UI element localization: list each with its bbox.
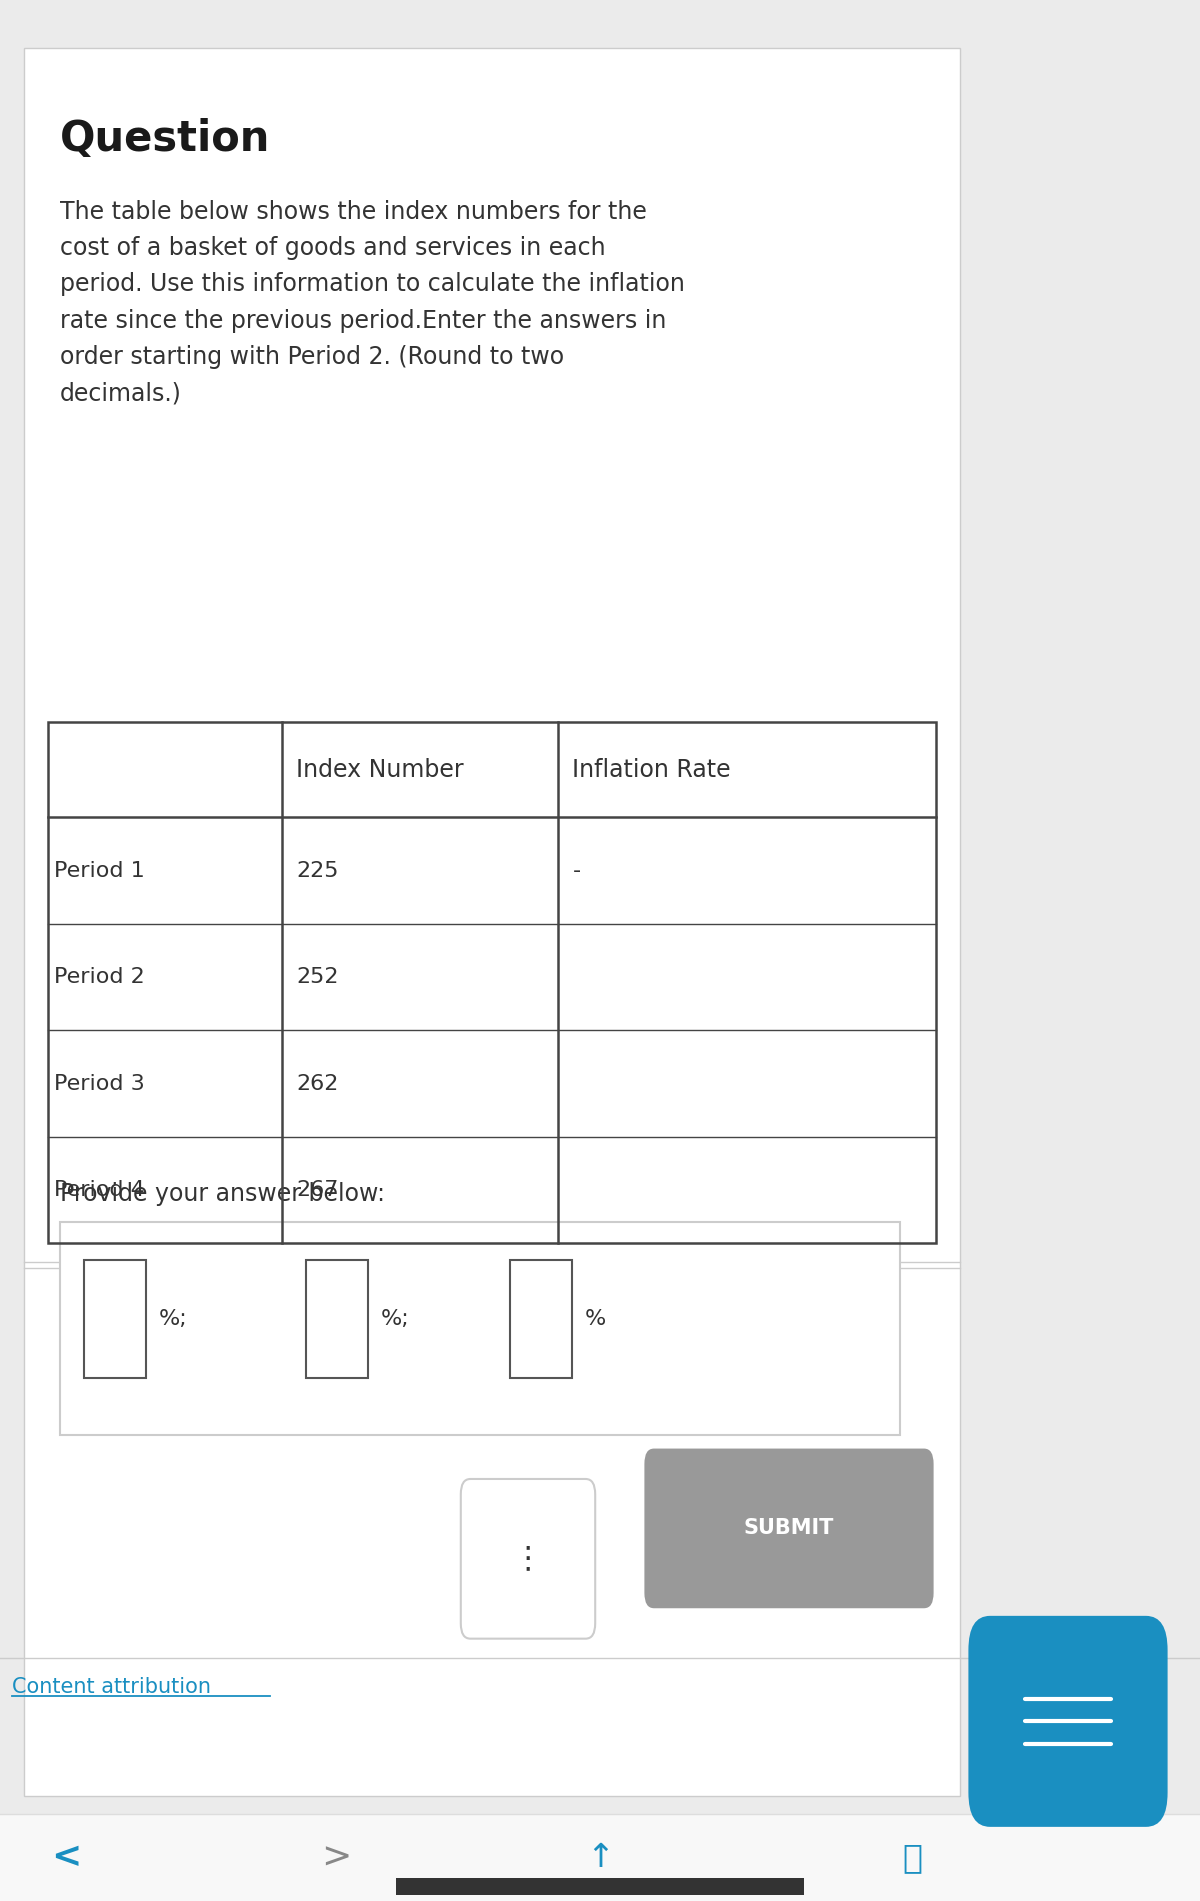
FancyBboxPatch shape (461, 1479, 595, 1639)
Text: Period 3: Period 3 (54, 1074, 145, 1093)
Text: %;: %; (158, 1310, 187, 1329)
Text: Question: Question (60, 118, 270, 160)
Text: >: > (320, 1840, 352, 1874)
Text: Provide your answer below:: Provide your answer below: (60, 1182, 385, 1207)
Text: Index Number: Index Number (296, 758, 464, 781)
Text: ⦿: ⦿ (902, 1840, 922, 1874)
Text: %;: %; (380, 1310, 409, 1329)
Text: -: - (572, 861, 581, 880)
Text: 225: 225 (296, 861, 338, 880)
Text: 267: 267 (296, 1181, 338, 1200)
Text: Content attribution: Content attribution (12, 1677, 211, 1698)
Text: 262: 262 (296, 1074, 338, 1093)
Text: SUBMIT: SUBMIT (744, 1519, 834, 1538)
Text: 252: 252 (296, 968, 338, 987)
Text: ⋮: ⋮ (512, 1544, 544, 1574)
Text: <: < (50, 1840, 82, 1874)
Bar (510, 1260, 572, 1378)
Bar (84, 1260, 146, 1378)
Bar (48, 722, 936, 1243)
Text: Period 4: Period 4 (54, 1181, 145, 1200)
FancyBboxPatch shape (644, 1449, 934, 1608)
Bar (0, 1814, 1200, 1901)
Text: Period 2: Period 2 (54, 968, 145, 987)
Text: %: % (584, 1310, 606, 1329)
FancyBboxPatch shape (968, 1616, 1168, 1827)
FancyBboxPatch shape (24, 48, 960, 1796)
Text: Period 1: Period 1 (54, 861, 145, 880)
Text: The table below shows the index numbers for the
cost of a basket of goods and se: The table below shows the index numbers … (60, 200, 685, 405)
Bar (396, 1878, 804, 1895)
Bar (306, 1260, 368, 1378)
Text: ↑: ↑ (586, 1840, 614, 1874)
Text: Inflation Rate: Inflation Rate (572, 758, 731, 781)
FancyBboxPatch shape (60, 1222, 900, 1435)
